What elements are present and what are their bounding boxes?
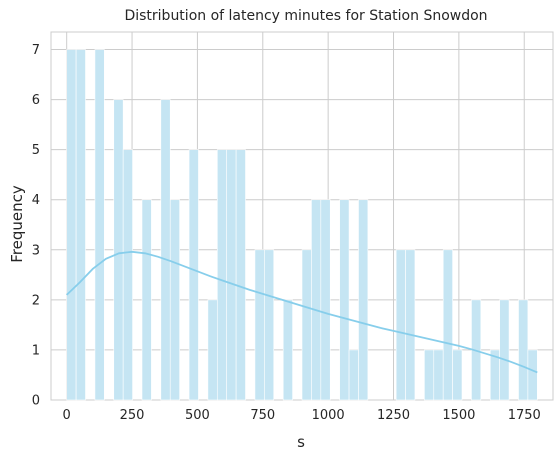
- kde-curve: [66, 250, 538, 374]
- x-tick-label-1: 250: [120, 408, 145, 423]
- y-tick-label-1: 1: [32, 343, 40, 358]
- y-tick-label-7: 7: [32, 43, 40, 58]
- histogram-bar-26: [311, 199, 322, 401]
- histogram-bar-3: [94, 49, 105, 401]
- y-tick-label-2: 2: [32, 293, 40, 308]
- kde-curve-layer: [66, 250, 538, 374]
- y-axis-label: Frequency: [8, 185, 26, 263]
- histogram-bar-13: [188, 149, 199, 401]
- x-tick-label-7: 1750: [508, 408, 541, 423]
- y-tick-label-6: 6: [32, 93, 40, 108]
- x-axis-label: s: [297, 433, 305, 451]
- x-tick-labels: 0 250 500 750 1000 1250 1500 1750: [63, 408, 541, 423]
- histogram-bar-6: [122, 149, 133, 401]
- y-tick-label-3: 3: [32, 243, 40, 258]
- histogram-bar-16: [216, 149, 228, 401]
- histogram-bar-30: [348, 349, 359, 401]
- grid-lines: [50, 31, 554, 401]
- histogram-bar-35: [395, 249, 406, 401]
- histogram-bar-5: [113, 99, 124, 401]
- chart-title: Distribution of latency minutes for Stat…: [124, 8, 487, 24]
- histogram-bar-20: [254, 249, 265, 401]
- histogram-bar-15: [207, 299, 218, 401]
- histogram-bar-40: [442, 249, 453, 401]
- histogram-bar-27: [320, 199, 331, 401]
- histogram-bar-25: [301, 249, 312, 401]
- histogram-bar-17: [226, 149, 237, 401]
- histogram-bar-1: [75, 49, 86, 401]
- x-tick-label-0: 0: [63, 408, 71, 423]
- histogram-bar-18: [235, 149, 246, 401]
- histogram-bar-49: [527, 349, 538, 401]
- histogram-bar-39: [433, 349, 444, 401]
- histogram-bar-41: [452, 349, 463, 401]
- histogram-bar-11: [169, 199, 180, 401]
- histogram-bar-48: [518, 299, 529, 401]
- histogram-bar-38: [424, 349, 435, 401]
- y-tick-labels: 0 1 2 3 4 5 6 7: [32, 43, 40, 408]
- histogram-bar-0: [66, 49, 77, 401]
- x-tick-label-6: 1500: [442, 408, 475, 423]
- y-tick-label-4: 4: [32, 193, 40, 208]
- histogram-bar-31: [358, 199, 369, 401]
- histogram-bar-36: [405, 249, 416, 401]
- x-tick-label-3: 750: [250, 408, 275, 423]
- histogram-bar-23: [282, 299, 293, 401]
- histogram-bar-10: [160, 99, 171, 401]
- x-tick-label-2: 500: [185, 408, 210, 423]
- y-tick-label-5: 5: [32, 143, 40, 158]
- histogram-bar-8: [141, 199, 152, 401]
- x-tick-label-5: 1250: [377, 408, 410, 423]
- y-tick-label-0: 0: [32, 394, 40, 409]
- histogram-bar-46: [499, 299, 510, 401]
- histogram-bar-29: [339, 199, 350, 401]
- histogram-bar-21: [264, 249, 275, 401]
- x-tick-label-4: 1000: [312, 408, 345, 423]
